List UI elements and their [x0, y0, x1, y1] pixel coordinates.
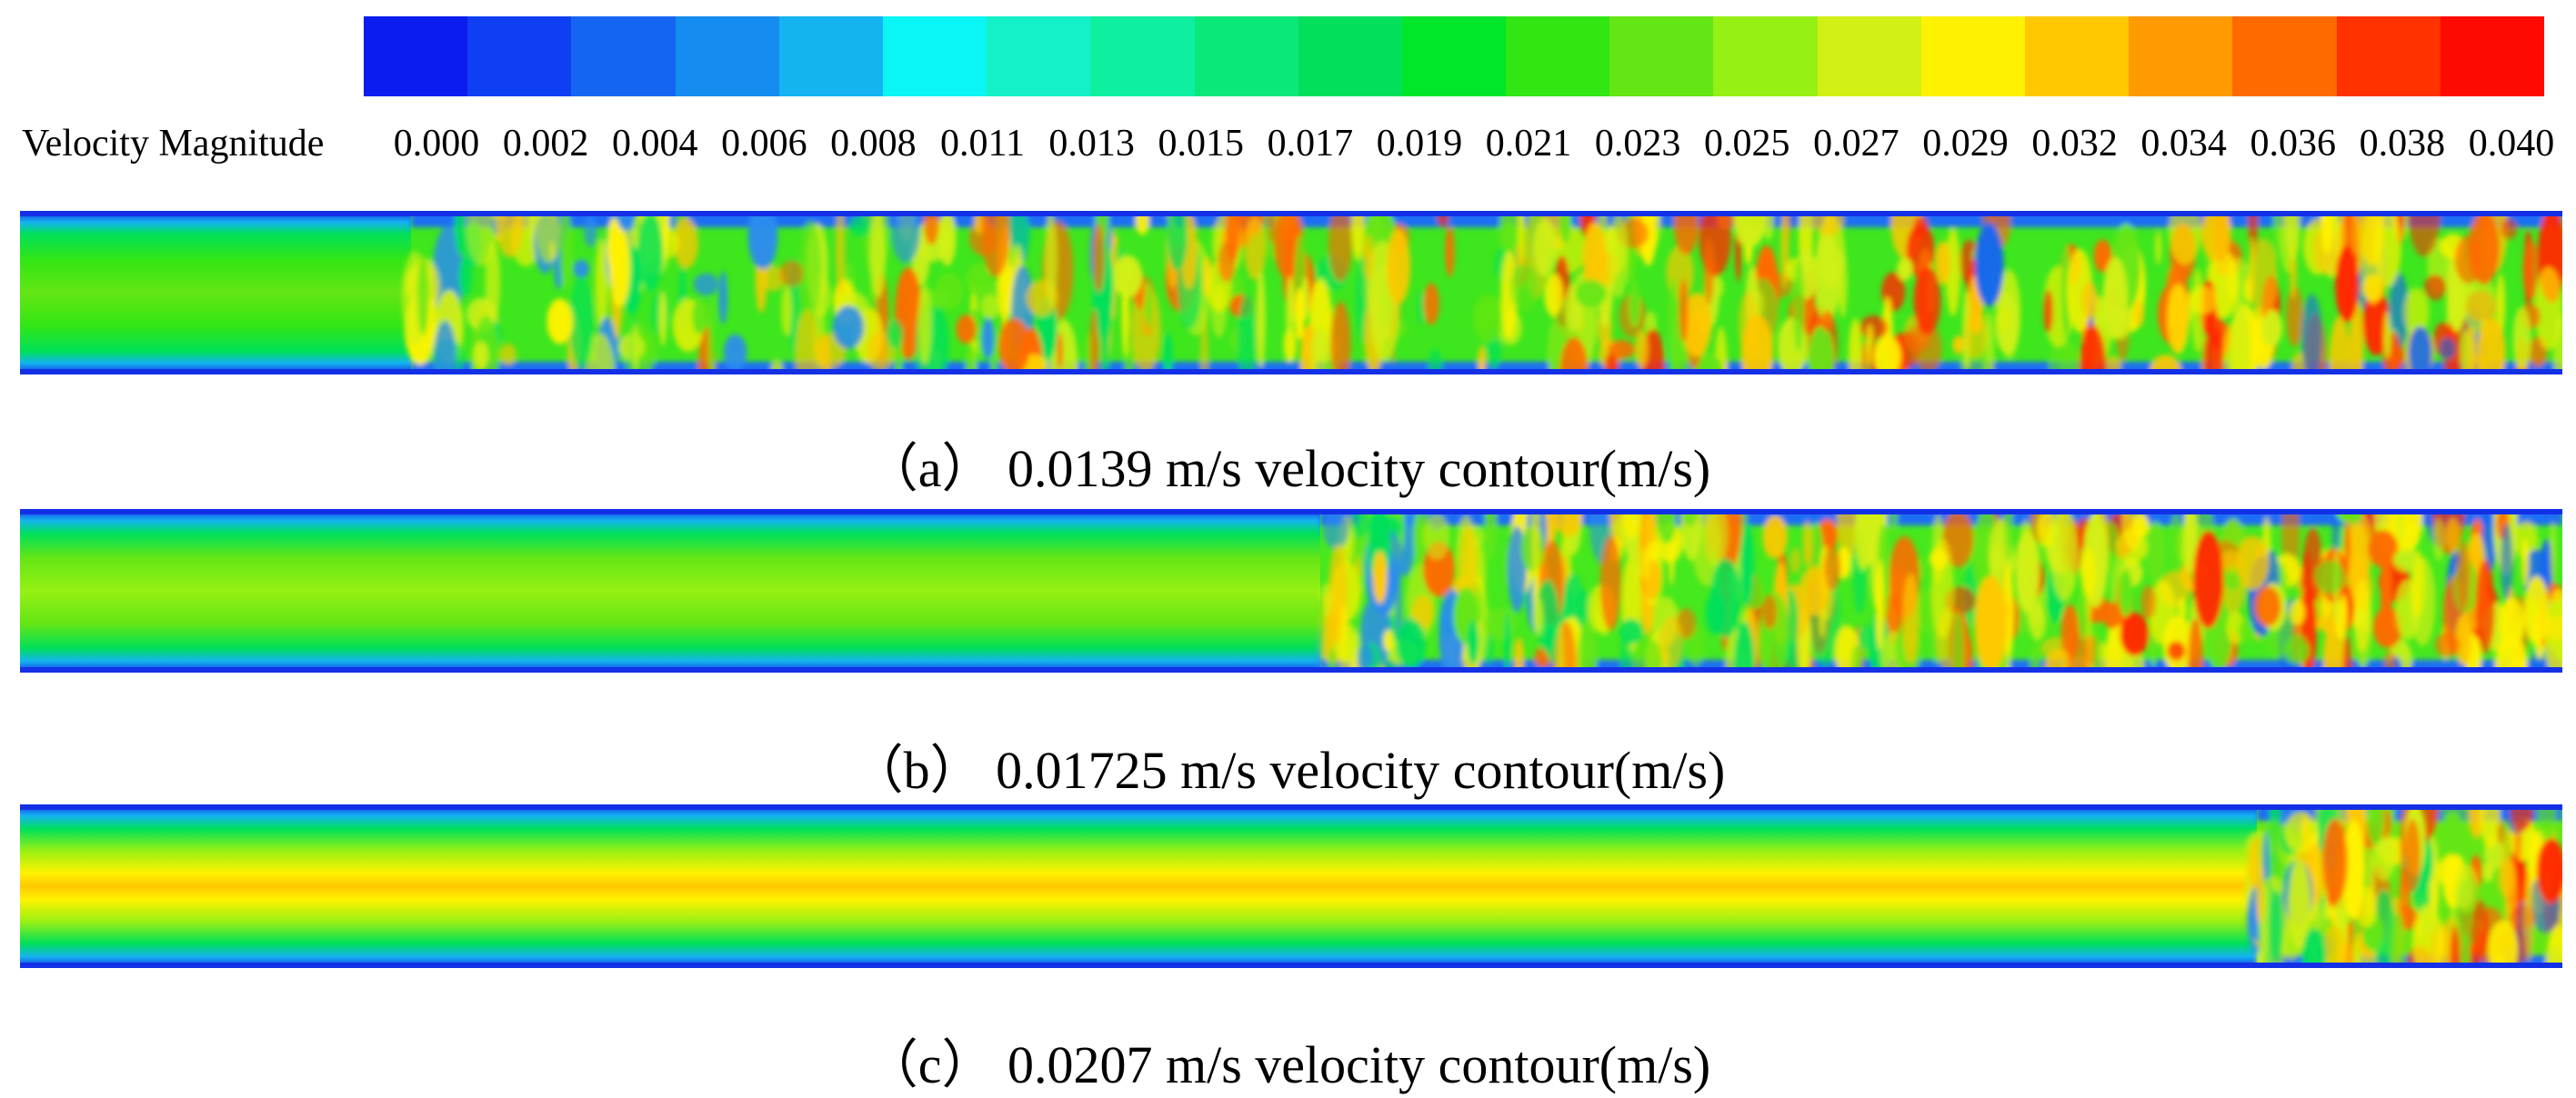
colorbar-swatch-6 — [987, 16, 1091, 96]
contour-panel-c — [20, 804, 2562, 968]
colorbar-tick-label: 0.027 — [1813, 123, 1899, 165]
laminar-region — [20, 211, 411, 374]
colorbar-tick-label: 0.040 — [2468, 123, 2555, 165]
colorbar-tick-label: 0.032 — [2031, 123, 2118, 165]
colorbar-swatch-9 — [1298, 16, 1402, 96]
colorbar-swatch-16 — [2025, 16, 2130, 96]
colorbar-swatch-19 — [2336, 16, 2441, 96]
colorbar-swatch-17 — [2129, 16, 2233, 96]
colorbar-tick-label: 0.029 — [1922, 123, 2009, 165]
colorbar-swatch-11 — [1506, 16, 1610, 96]
colorbar-tick-label: 0.017 — [1267, 123, 1354, 165]
colorbar-tick-label: 0.025 — [1704, 123, 1790, 165]
contour-field — [20, 211, 2562, 374]
colorbar-tick-label: 0.004 — [611, 123, 698, 165]
colorbar-swatch-18 — [2232, 16, 2337, 96]
colorbar-swatch-20 — [2440, 16, 2544, 96]
colorbar-swatch-3 — [675, 16, 779, 96]
colorbar-tick-label: 0.036 — [2250, 123, 2337, 165]
caption-a: （a） 0.0139 m/s velocity contour(m/s) — [865, 439, 1711, 498]
colorbar-tick-label: 0.021 — [1485, 123, 1572, 165]
colorbar-swatch-7 — [1090, 16, 1195, 96]
laminar-region — [20, 509, 1320, 673]
colorbar-tick-label: 0.000 — [393, 123, 480, 165]
colorbar-swatch-8 — [1194, 16, 1298, 96]
contour-panel-a — [20, 211, 2562, 374]
colorbar-tick-label: 0.038 — [2359, 123, 2446, 165]
colorbar-tick-label: 0.008 — [830, 123, 917, 165]
colorbar-swatch-12 — [1609, 16, 1714, 96]
pipe-wall — [20, 667, 2562, 673]
pipe-wall — [20, 211, 2562, 216]
pipe-wall — [20, 804, 2562, 810]
colorbar-swatch-4 — [778, 16, 883, 96]
caption-b: （b） 0.01725 m/s velocity contour(m/s) — [850, 741, 1726, 800]
pipe-wall — [20, 369, 2562, 374]
colorbar-swatch-2 — [571, 16, 676, 96]
colorbar-swatch-5 — [882, 16, 987, 96]
contour-field — [20, 509, 2562, 673]
colorbar-tick-label: 0.019 — [1376, 123, 1463, 165]
colorbar-swatch-15 — [1920, 16, 2025, 96]
colorbar-swatch-0 — [364, 16, 468, 96]
pipe-wall — [20, 509, 2562, 514]
colorbar-tick-label: 0.011 — [940, 123, 1025, 165]
colorbar-tick-label: 0.013 — [1048, 123, 1135, 165]
colorbar-swatch-14 — [1817, 16, 1921, 96]
pipe-wall — [20, 963, 2562, 968]
legend-title: Velocity Magnitude — [22, 123, 325, 165]
colorbar-tick-label: 0.006 — [721, 123, 807, 165]
colorbar-swatch-10 — [1401, 16, 1507, 96]
contour-field — [20, 804, 2562, 968]
contour-panel-b — [20, 509, 2562, 673]
colorbar — [364, 16, 2544, 96]
colorbar-tick-label: 0.023 — [1594, 123, 1681, 165]
colorbar-tick-label: 0.034 — [2140, 123, 2227, 165]
laminar-region — [20, 804, 2257, 968]
colorbar-swatch-13 — [1713, 16, 1818, 96]
colorbar-swatch-1 — [467, 16, 572, 96]
caption-c: （c） 0.0207 m/s velocity contour(m/s) — [865, 1035, 1711, 1094]
colorbar-tick-label: 0.002 — [502, 123, 589, 165]
colorbar-tick-label: 0.015 — [1158, 123, 1244, 165]
